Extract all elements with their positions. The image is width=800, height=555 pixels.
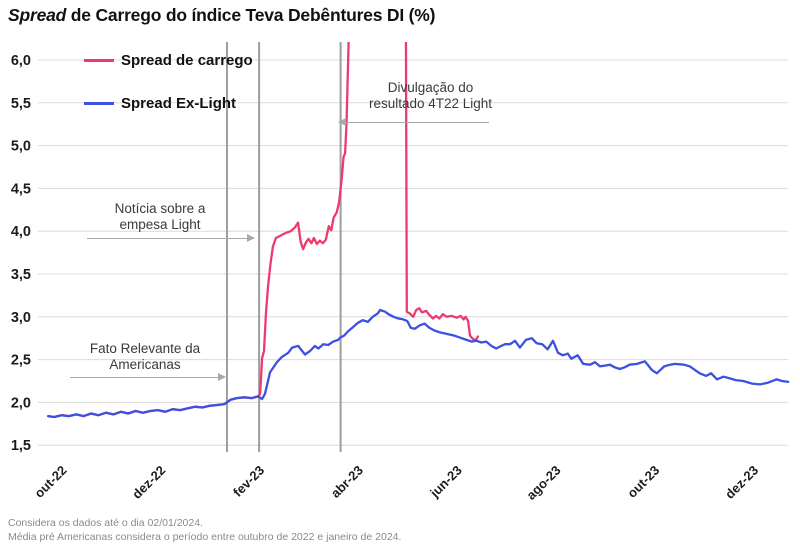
footnote-line: Considera os dados até o dia 02/01/2024. [8,517,203,529]
y-tick-label: 3,0 [11,310,31,326]
x-tick-label: abr-23 [328,463,366,501]
chart-title-italic: Spread [8,5,67,25]
y-tick-label: 5,0 [11,139,31,155]
annotation-line: Americanas [109,356,181,372]
annotation-fato-relevante: Fato Relevante da Americanas [60,341,230,373]
annotation-line: resultado 4T22 Light [368,95,493,111]
y-tick-label: 2,5 [11,353,31,369]
x-tick-label: ago-23 [523,463,563,503]
y-tick-label: 2,0 [11,395,31,411]
annotation-divulgacao-4t22: Divulgação do resultado 4T22 Light [348,80,513,112]
annotation-line: Divulgação do [387,80,474,95]
annotation-line: Fato Relevante da [89,341,201,356]
legend-label: Spread de carrego [121,51,253,69]
y-axis-labels: 1,5 2,0 2,5 3,0 3,5 4,0 4,5 5,0 5,5 6,0 [11,53,31,454]
y-tick-label: 6,0 [11,53,31,69]
legend-swatch-pink [84,58,114,62]
x-tick-label: fev-23 [230,463,267,500]
x-axis-labels: out-22 dez-22 fev-23 abr-23 jun-23 ago-23 out-… [31,463,761,503]
series-line-spread-ex-light [47,308,790,419]
chart-title: Spread de Carrego do índice Teva Debêntu… [8,5,435,26]
annotation-noticia-light: Notícia sobre a empesa Light [75,201,245,233]
annotation-arrow-left-icon [338,117,489,126]
legend-item-spread-carrego: Spread de carrego [84,51,253,69]
annotation-arrow-right-icon [70,372,226,381]
annotation-line: Notícia sobre a [114,201,206,216]
x-tick-label: dez-23 [722,463,761,502]
x-tick-label: out-23 [624,463,662,501]
legend-swatch-blue [84,101,114,105]
footnotes: Considera os dados até o dia 02/01/2024.… [8,516,401,544]
x-tick-label: jun-23 [426,463,464,501]
annotation-line: empesa Light [119,216,201,232]
legend-item-spread-exlight: Spread Ex-Light [84,94,253,112]
y-tick-label: 4,5 [11,181,31,197]
legend-label: Spread Ex-Light [121,94,237,112]
x-tick-label: out-22 [31,463,69,501]
y-tick-label: 5,5 [11,96,31,112]
event-lines [225,42,342,452]
chart-title-rest: de Carrego do índice Teva Debêntures DI … [66,5,436,25]
footnote-line: Média pré Americanas considera o período… [8,531,402,544]
y-tick-label: 4,0 [11,224,31,240]
gridlines [38,59,788,446]
annotation-arrow-right-icon [87,233,255,242]
legend: Spread de carrego Spread Ex-Light [84,51,253,137]
x-tick-label: dez-22 [129,463,168,502]
y-tick-label: 1,5 [11,438,31,454]
y-tick-label: 3,5 [11,267,31,283]
